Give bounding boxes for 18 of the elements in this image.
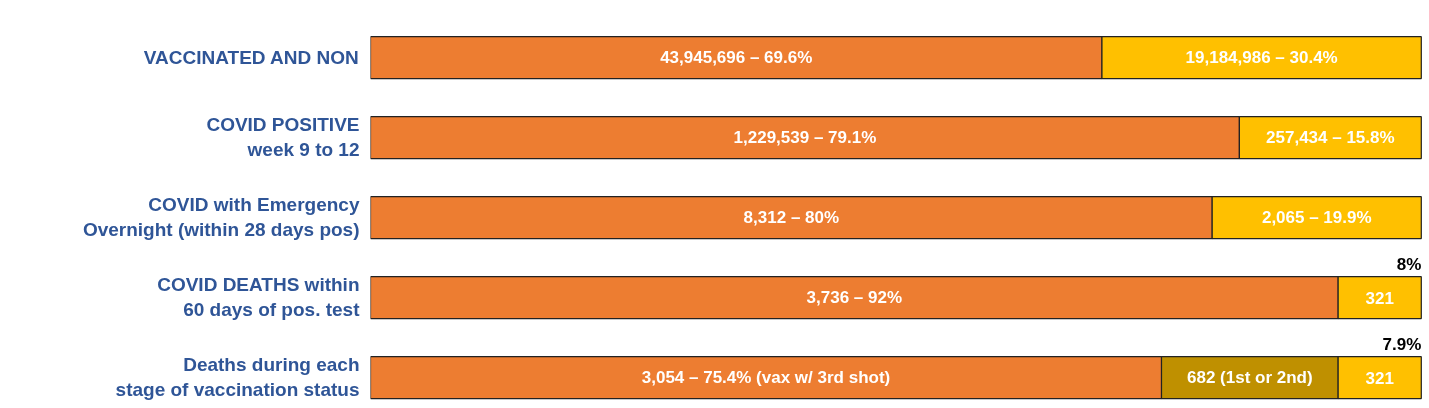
data-label: 257,434 – 15.8% (1266, 128, 1395, 148)
data-label: 3,054 – 75.4% (vax w/ 3rd shot) (641, 368, 891, 388)
data-label: 8,312 – 80% (743, 208, 840, 228)
data-label: 321 (1365, 368, 1394, 388)
annotation: 7.9% (1382, 335, 1422, 355)
data-label: 43,945,696 – 69.6% (660, 48, 813, 68)
annotation: 8% (1396, 255, 1422, 275)
data-label: 1,229,539 – 79.1% (733, 128, 877, 148)
data-label: 3,736 – 92% (806, 288, 903, 308)
y-tick-label: COVID with Emergency Overnight (within 28 days pos) (82, 194, 360, 241)
data-label: 682 (1st or 2nd) (1187, 368, 1313, 388)
y-tick-label: Deaths during each stage of vaccination status (115, 354, 360, 401)
y-tick-label: COVID DEATHS within 60 days of pos. test (157, 274, 361, 321)
y-tick-label: VACCINATED AND NON (143, 47, 359, 69)
data-label: 2,065 – 19.9% (1261, 208, 1372, 228)
data-label: 19,184,986 – 30.4% (1185, 48, 1338, 68)
data-label: 321 (1365, 288, 1394, 308)
y-tick-label: COVID POSITIVE week 9 to 12 (206, 114, 360, 161)
